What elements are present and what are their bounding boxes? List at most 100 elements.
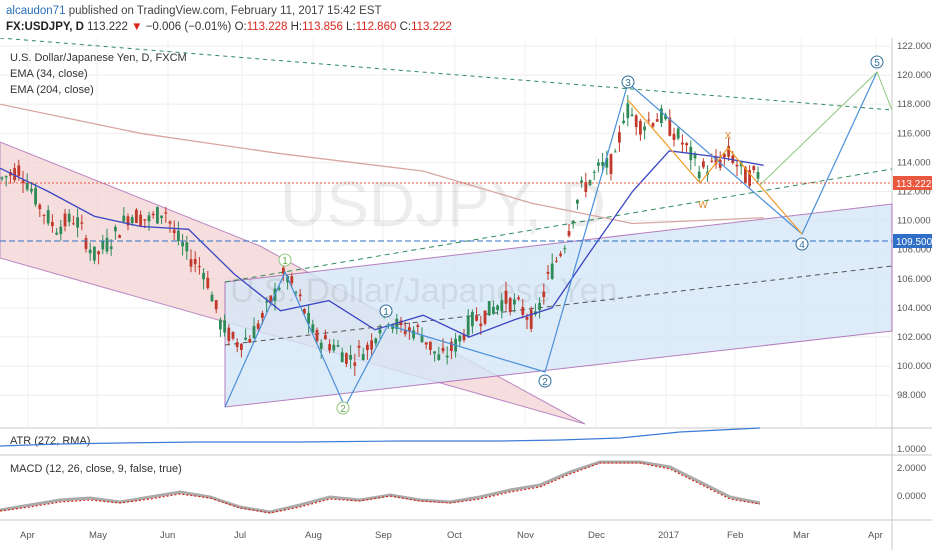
- candle-body[interactable]: [357, 345, 361, 348]
- candle-body[interactable]: [298, 294, 302, 297]
- triangle-upper[interactable]: [224, 168, 893, 283]
- candle-body[interactable]: [592, 171, 596, 173]
- candle-body[interactable]: [135, 209, 138, 224]
- candle-body[interactable]: [714, 157, 718, 165]
- candle-body[interactable]: [30, 188, 33, 192]
- candle-body[interactable]: [340, 352, 344, 363]
- candle-body[interactable]: [563, 248, 567, 250]
- candle-body[interactable]: [248, 339, 252, 343]
- candle-body[interactable]: [504, 290, 508, 304]
- candle-body[interactable]: [718, 159, 722, 168]
- macd-line[interactable]: [0, 460, 761, 514]
- candle-body[interactable]: [424, 342, 428, 345]
- candle-body[interactable]: [88, 249, 92, 254]
- candle-body[interactable]: [668, 117, 672, 136]
- candle-body[interactable]: [76, 217, 79, 228]
- candle-body[interactable]: [735, 164, 739, 167]
- candle-body[interactable]: [643, 126, 646, 131]
- candle-body[interactable]: [143, 219, 147, 221]
- candle-body[interactable]: [445, 355, 449, 358]
- candle-body[interactable]: [265, 301, 268, 303]
- author-link[interactable]: alcaudon71: [6, 5, 66, 17]
- candle-body[interactable]: [198, 266, 201, 268]
- candle-body[interactable]: [639, 120, 642, 135]
- atr-line[interactable]: [0, 427, 761, 447]
- candle-body[interactable]: [496, 305, 499, 310]
- candle-body[interactable]: [475, 315, 478, 321]
- candle-body[interactable]: [542, 291, 546, 298]
- candle-body[interactable]: [332, 344, 336, 351]
- candle-body[interactable]: [231, 332, 235, 339]
- candle-body[interactable]: [500, 300, 504, 312]
- candle-body[interactable]: [630, 114, 634, 116]
- candle-body[interactable]: [441, 347, 445, 352]
- candle-body[interactable]: [164, 212, 168, 214]
- candle-body[interactable]: [412, 330, 415, 339]
- candle-body[interactable]: [67, 213, 71, 222]
- candle-body[interactable]: [546, 271, 550, 274]
- candle-body[interactable]: [605, 157, 609, 168]
- candle-body[interactable]: [46, 210, 50, 224]
- candle-body[interactable]: [672, 133, 676, 140]
- candle-body[interactable]: [567, 231, 571, 236]
- candle-body[interactable]: [647, 119, 651, 121]
- candle-body[interactable]: [559, 253, 562, 256]
- candle-body[interactable]: [571, 220, 575, 223]
- candle-body[interactable]: [613, 151, 617, 153]
- candle-body[interactable]: [4, 176, 8, 178]
- candle-body[interactable]: [555, 260, 558, 262]
- candle-body[interactable]: [319, 342, 323, 349]
- candle-body[interactable]: [118, 235, 121, 238]
- candle-body[interactable]: [492, 306, 495, 314]
- candle-body[interactable]: [51, 221, 54, 227]
- candle-body[interactable]: [462, 334, 466, 341]
- candle-body[interactable]: [227, 327, 231, 341]
- candle-body[interactable]: [487, 301, 491, 316]
- candle-body[interactable]: [655, 119, 659, 122]
- candle-body[interactable]: [576, 199, 579, 204]
- candle-body[interactable]: [223, 320, 226, 333]
- candle-body[interactable]: [139, 214, 142, 226]
- candle-body[interactable]: [63, 213, 67, 227]
- candle-body[interactable]: [618, 132, 621, 143]
- candle-body[interactable]: [126, 216, 130, 226]
- candle-body[interactable]: [303, 309, 306, 314]
- candle-body[interactable]: [517, 297, 520, 300]
- candle-body[interactable]: [660, 108, 663, 124]
- candle-body[interactable]: [122, 215, 126, 222]
- candle-body[interactable]: [210, 294, 214, 302]
- projection-green[interactable]: [759, 71, 893, 186]
- candle-body[interactable]: [72, 223, 75, 225]
- candle-body[interactable]: [42, 214, 46, 216]
- ema-34-line[interactable]: [0, 150, 764, 338]
- candle-body[interactable]: [55, 232, 58, 235]
- candle-body[interactable]: [349, 354, 352, 360]
- candle-body[interactable]: [345, 353, 348, 364]
- candle-body[interactable]: [748, 170, 751, 186]
- candle-body[interactable]: [584, 182, 588, 192]
- candle-body[interactable]: [0, 177, 4, 179]
- candle-body[interactable]: [525, 316, 529, 320]
- candle-body[interactable]: [160, 215, 163, 218]
- candle-body[interactable]: [185, 242, 189, 252]
- candle-body[interactable]: [420, 335, 424, 343]
- candle-body[interactable]: [336, 345, 340, 347]
- candle-body[interactable]: [710, 160, 714, 162]
- candle-body[interactable]: [752, 166, 756, 171]
- candle-body[interactable]: [538, 302, 541, 311]
- candle-body[interactable]: [513, 299, 516, 305]
- candle-body[interactable]: [601, 162, 604, 166]
- candle-body[interactable]: [723, 153, 726, 158]
- wave-count-blue[interactable]: [224, 71, 878, 409]
- candle-body[interactable]: [84, 238, 88, 249]
- candle-body[interactable]: [370, 340, 373, 350]
- candle-body[interactable]: [597, 162, 600, 166]
- candle-body[interactable]: [105, 237, 109, 252]
- candle-body[interactable]: [189, 259, 193, 267]
- candle-body[interactable]: [240, 343, 243, 350]
- candle-body[interactable]: [311, 324, 315, 333]
- candle-body[interactable]: [521, 307, 525, 315]
- candle-body[interactable]: [256, 323, 260, 329]
- candle-body[interactable]: [702, 161, 705, 168]
- candle-body[interactable]: [378, 329, 382, 334]
